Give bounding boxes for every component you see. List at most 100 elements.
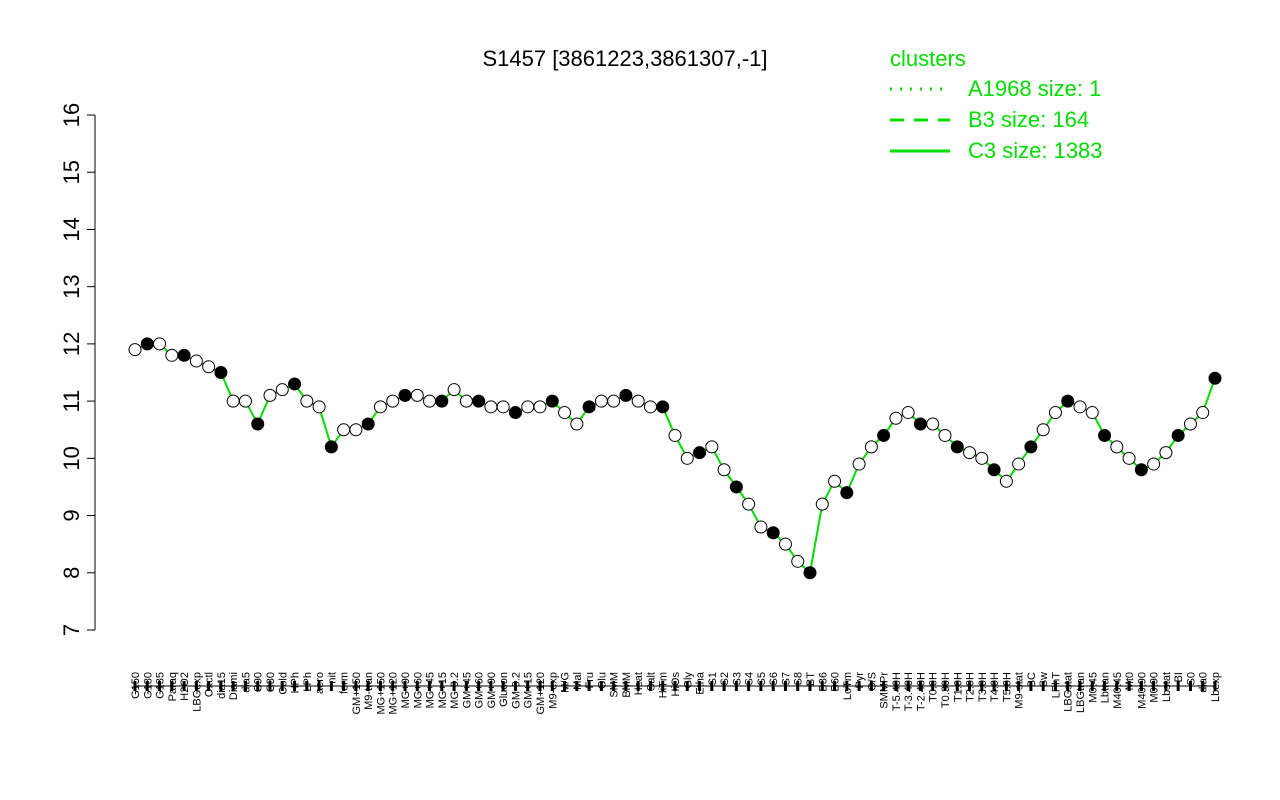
- x-tick-label: Glucon: [498, 672, 510, 707]
- data-point: [950, 440, 964, 454]
- x-tick-label: M40t90: [1136, 672, 1148, 709]
- x-tick-label: T-3.40H: [903, 672, 915, 711]
- data-point: [202, 360, 216, 374]
- data-point: [1098, 428, 1112, 442]
- data-point: [791, 554, 805, 568]
- data-point: [1122, 451, 1136, 465]
- x-tick-label: C30: [265, 672, 277, 692]
- x-tick-label: MG+90: [400, 672, 412, 708]
- data-point: [300, 394, 314, 408]
- data-point: [1024, 440, 1038, 454]
- x-tick-label: dia5: [240, 672, 252, 693]
- x-tick-label: M9-tran: [363, 672, 375, 710]
- x-tick-label: MG-0.2: [449, 672, 461, 709]
- data-point: [864, 440, 878, 454]
- x-tick-label: BC: [1026, 672, 1038, 687]
- x-tick-label: Mt0: [1124, 672, 1136, 690]
- x-tick-label: BMM: [621, 672, 633, 698]
- data-point: [140, 337, 154, 351]
- data-point: [815, 497, 829, 511]
- x-tick-label: MG+120: [388, 672, 400, 715]
- data-point: [1012, 457, 1026, 471]
- x-tick-label: GM+15: [523, 672, 535, 708]
- data-point: [778, 537, 792, 551]
- x-tick-label: Paraq: [167, 672, 179, 701]
- data-point: [1048, 406, 1062, 420]
- x-tick-label: T2.0H: [965, 672, 977, 702]
- data-point: [1147, 457, 1161, 471]
- data-point: [1036, 423, 1050, 437]
- x-tick-label: C90: [253, 672, 265, 692]
- points-layer: [128, 337, 1222, 580]
- x-tick-label: Lbexp: [1210, 672, 1222, 702]
- x-tick-label: G/S: [866, 672, 878, 691]
- data-point: [496, 400, 510, 414]
- data-point: [754, 520, 768, 534]
- x-tick-label: LBGstat: [1063, 672, 1075, 712]
- data-point: [766, 526, 780, 540]
- x-tick-label: M0t45: [1087, 672, 1099, 703]
- data-point: [840, 486, 854, 500]
- x-tick-label: SMMPr: [879, 672, 891, 709]
- data-point: [999, 474, 1013, 488]
- data-point: [373, 400, 387, 414]
- y-tick-label: 12: [59, 332, 84, 356]
- data-point: [226, 394, 240, 408]
- data-point: [1061, 394, 1075, 408]
- x-tick-label: GM+150: [351, 672, 363, 715]
- y-tick-label: 16: [59, 103, 84, 127]
- x-tick-label: GM+45: [461, 672, 473, 708]
- x-tick-label: MG+15: [437, 672, 449, 708]
- x-tick-label: aero: [314, 672, 326, 694]
- data-point: [263, 388, 277, 402]
- data-point: [1196, 406, 1210, 420]
- data-point: [938, 428, 952, 442]
- data-point: [643, 400, 657, 414]
- x-tick-label: S7: [780, 672, 792, 685]
- x-tick-label: Salt: [645, 672, 657, 691]
- x-tick-label: S1: [707, 672, 719, 685]
- x-tick-label: G135: [155, 672, 167, 699]
- x-tick-label: Oxctl: [204, 672, 216, 697]
- data-point: [680, 451, 694, 465]
- x-tick-label: GM-0.2: [510, 672, 522, 709]
- data-point: [619, 388, 633, 402]
- x-tick-label: LoTm: [842, 672, 854, 700]
- data-point: [852, 457, 866, 471]
- data-point: [717, 463, 731, 477]
- y-tick-label: 13: [59, 274, 84, 298]
- x-tick-label: Heat: [633, 672, 645, 695]
- legend-label: A1968 size: 1: [968, 76, 1101, 101]
- x-tick-label: S6: [768, 672, 780, 685]
- data-point: [251, 417, 265, 431]
- x-tick-label: GM+120: [535, 672, 547, 715]
- x-tick-label: dia0: [1198, 672, 1210, 693]
- x-tick-label: S4: [744, 672, 756, 685]
- data-point: [361, 417, 375, 431]
- data-point: [214, 366, 228, 379]
- x-tick-label: T1.0H: [952, 672, 964, 702]
- x-tick-label: B36: [817, 672, 829, 692]
- data-point: [693, 446, 707, 460]
- data-point: [398, 388, 412, 402]
- x-tick-label: Pyr: [854, 672, 866, 689]
- data-point: [410, 388, 424, 402]
- data-point: [975, 451, 989, 465]
- data-point: [1134, 463, 1148, 477]
- y-tick-label: 9: [59, 509, 84, 521]
- x-tick-label: LPh: [302, 672, 314, 692]
- data-point: [386, 394, 400, 408]
- x-tick-label: MG+150: [375, 672, 387, 715]
- data-point: [1110, 440, 1124, 454]
- data-point: [275, 383, 289, 397]
- x-tick-label: SMM: [609, 672, 621, 698]
- x-tick-label: BT: [805, 672, 817, 686]
- x-tick-label: G150: [130, 672, 142, 699]
- data-point: [631, 394, 645, 408]
- y-tick-label: 14: [59, 217, 84, 241]
- x-tick-label: LBGtran: [1075, 672, 1087, 713]
- x-tick-label: BI: [1173, 672, 1185, 682]
- data-point: [312, 400, 326, 414]
- legend-label: B3 size: 164: [968, 107, 1089, 132]
